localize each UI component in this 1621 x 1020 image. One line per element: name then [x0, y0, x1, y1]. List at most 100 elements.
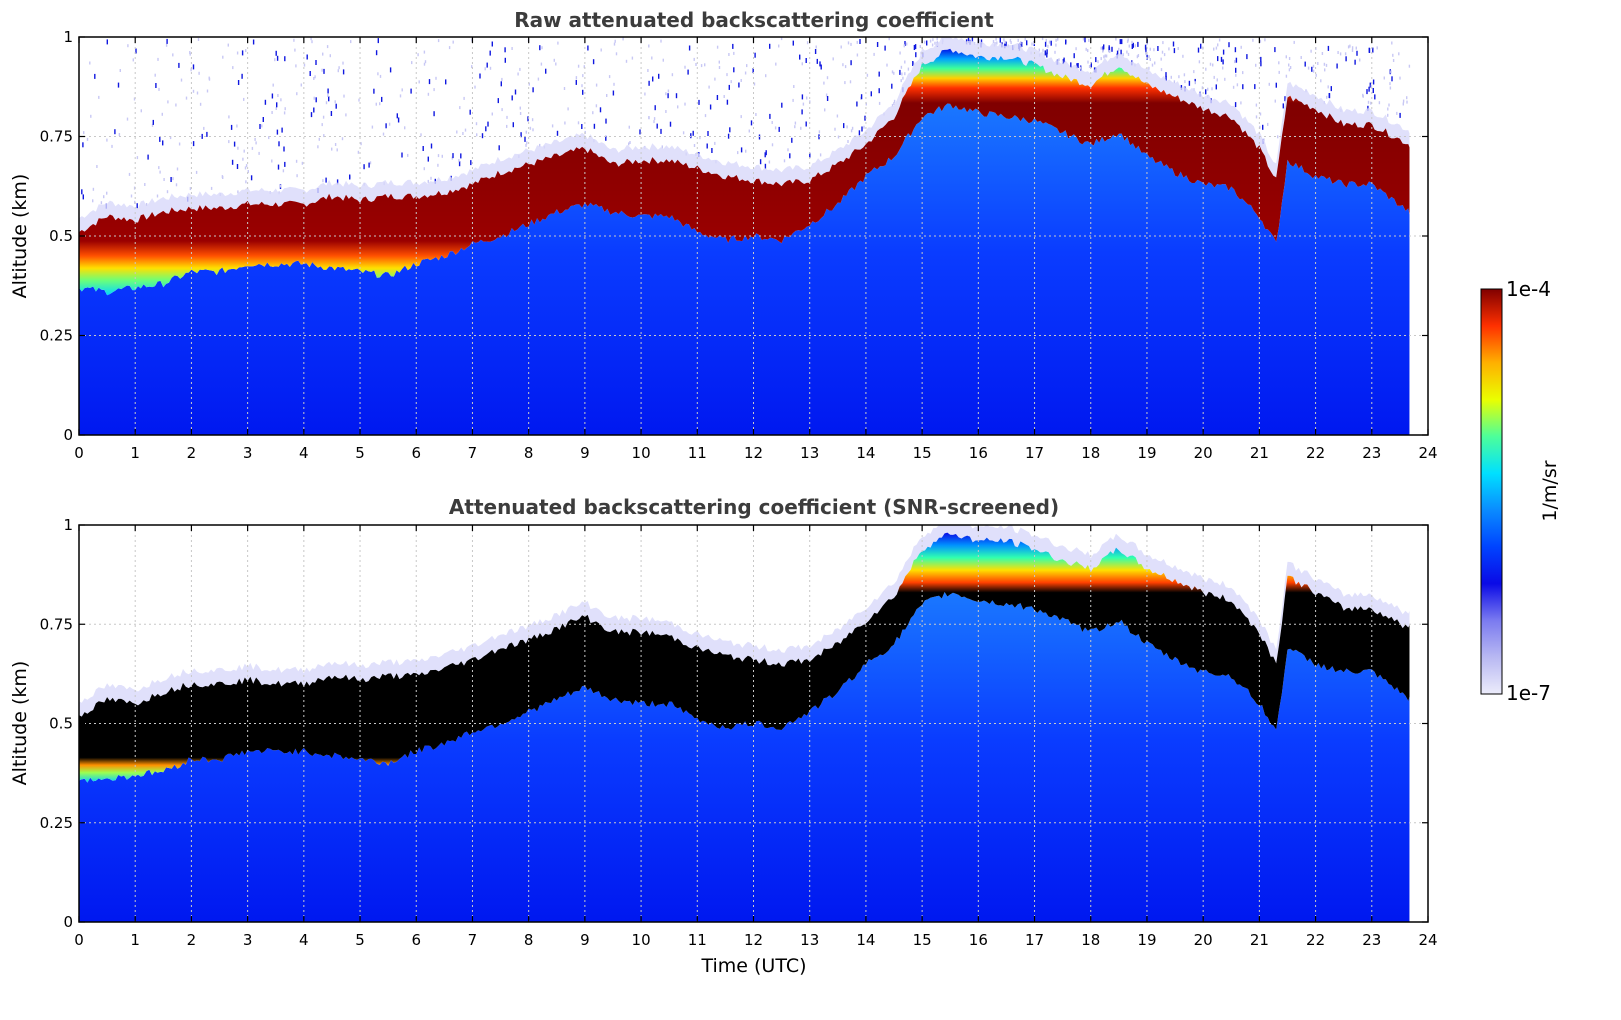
noise-speck — [401, 88, 403, 92]
noise-speck — [714, 77, 716, 81]
noise-speck — [423, 50, 426, 54]
x-tick-label: 11 — [688, 444, 707, 462]
noise-speck — [326, 45, 329, 49]
noise-speck — [264, 99, 267, 105]
noise-speck — [337, 69, 339, 73]
noise-speck — [427, 156, 429, 162]
noise-speck — [247, 170, 249, 173]
raw-grid — [79, 37, 1428, 435]
noise-speck — [1232, 85, 1235, 89]
noise-speck — [1044, 50, 1046, 56]
noise-speck — [832, 57, 834, 61]
noise-speck — [128, 172, 131, 176]
noise-speck — [1076, 63, 1078, 69]
noise-speck — [132, 58, 134, 62]
noise-speck — [484, 67, 486, 71]
noise-speck — [1047, 44, 1049, 48]
noise-speck — [834, 127, 836, 131]
noise-speck — [764, 163, 767, 169]
noise-speck — [1095, 57, 1097, 63]
noise-speck — [1359, 58, 1361, 62]
noise-speck — [1126, 50, 1128, 54]
noise-speck — [487, 121, 489, 127]
x-tick-label: 3 — [243, 444, 253, 462]
noise-speck — [1120, 49, 1122, 55]
noise-speck — [318, 137, 320, 141]
noise-speck — [1136, 55, 1139, 59]
noise-speck — [698, 99, 700, 105]
noise-speck — [321, 68, 323, 72]
noise-speck — [1330, 86, 1332, 92]
noise-speck — [1073, 53, 1075, 59]
noise-speck — [166, 190, 169, 194]
noise-speck — [605, 118, 607, 124]
noise-speck — [708, 85, 710, 89]
noise-speck — [178, 62, 180, 68]
noise-speck — [740, 79, 742, 82]
noise-speck — [1304, 61, 1306, 67]
noise-speck — [1085, 47, 1087, 51]
snr-layer-top-fringe — [79, 525, 1410, 717]
noise-speck — [310, 37, 312, 41]
noise-speck — [1262, 124, 1264, 130]
noise-speck — [1216, 78, 1218, 82]
noise-speck — [172, 177, 174, 181]
noise-speck — [1198, 60, 1201, 64]
x-tick-label: 5 — [355, 931, 365, 949]
noise-speck — [1392, 53, 1394, 57]
noise-speck — [628, 125, 630, 129]
noise-speck — [388, 122, 391, 126]
noise-speck — [1234, 47, 1237, 53]
noise-speck — [1260, 56, 1262, 62]
noise-speck — [420, 133, 422, 137]
x-tick-label: 12 — [744, 444, 763, 462]
noise-speck — [699, 136, 701, 140]
y-tick-label: 0.5 — [49, 715, 73, 733]
noise-speck — [778, 44, 780, 48]
noise-speck — [519, 112, 522, 115]
noise-speck — [335, 103, 337, 109]
noise-speck — [1222, 49, 1225, 55]
noise-speck — [859, 39, 861, 44]
noise-speck — [1325, 63, 1328, 67]
noise-speck — [1020, 41, 1022, 45]
noise-speck — [437, 154, 440, 158]
noise-speck — [1209, 62, 1212, 66]
noise-speck — [1148, 55, 1150, 59]
x-tick-label: 15 — [913, 444, 932, 462]
noise-speck — [625, 59, 628, 63]
noise-speck — [1369, 82, 1371, 88]
noise-speck — [462, 132, 464, 135]
x-tick-label: 13 — [800, 931, 819, 949]
noise-speck — [1137, 41, 1139, 47]
noise-speck — [592, 111, 594, 115]
noise-speck — [284, 56, 286, 62]
noise-speck — [1165, 72, 1167, 78]
noise-speck — [189, 187, 192, 191]
noise-speck — [551, 124, 554, 128]
noise-speck — [1387, 107, 1389, 111]
noise-speck — [1177, 47, 1179, 50]
noise-speck — [738, 82, 740, 88]
x-tick-label: 2 — [187, 931, 197, 949]
noise-speck — [971, 37, 974, 43]
noise-speck — [1126, 39, 1129, 43]
noise-speck — [458, 161, 461, 167]
noise-speck — [369, 161, 372, 165]
noise-speck — [86, 137, 89, 141]
noise-speck — [593, 123, 596, 129]
noise-speck — [631, 56, 634, 60]
noise-speck — [878, 71, 880, 77]
noise-speck — [1312, 64, 1315, 68]
x-tick-label: 23 — [1362, 931, 1381, 949]
noise-speck — [792, 40, 794, 46]
noise-speck — [1207, 87, 1209, 91]
noise-speck — [379, 102, 381, 106]
noise-speck — [517, 72, 519, 76]
noise-speck — [1390, 70, 1392, 74]
noise-speck — [92, 187, 95, 191]
noise-speck — [358, 98, 360, 102]
noise-speck — [296, 174, 298, 178]
noise-speck — [526, 141, 528, 145]
noise-speck — [245, 49, 247, 53]
